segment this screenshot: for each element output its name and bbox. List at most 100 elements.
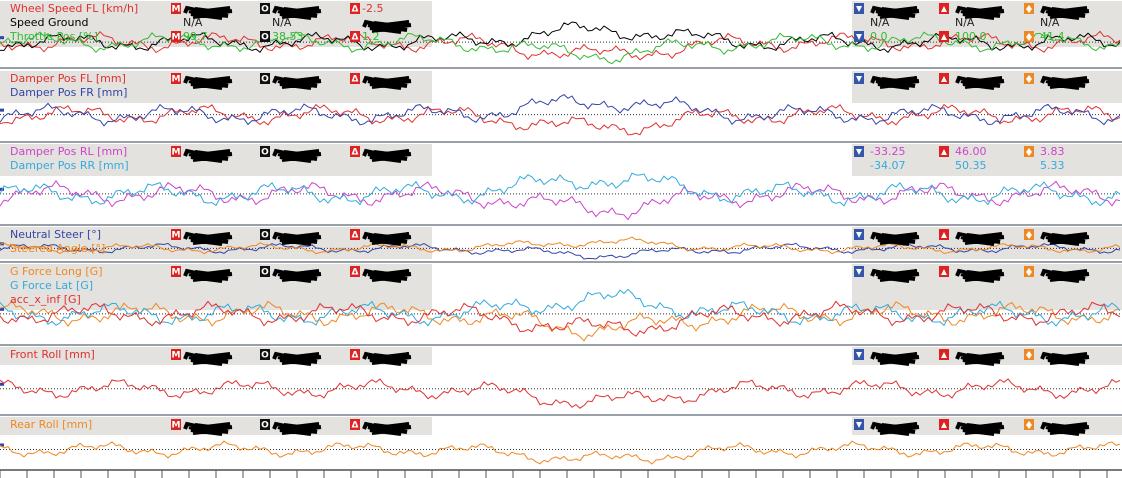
redaction-scribble [272,5,322,20]
redaction-scribble [183,5,233,20]
channel-name: Wheel Speed FL [km/h] [10,2,138,15]
marker-icon: O [261,268,269,278]
avg-icon [1026,148,1032,156]
marker-icon: M [172,33,181,43]
readout-value: N/A [870,16,890,29]
trace [0,21,1121,54]
redaction-scribble [955,351,1005,366]
avg-icon [1026,351,1032,359]
max-icon [941,269,947,275]
redaction-scribble [183,268,233,283]
trace [0,93,1121,127]
marker-icon: O [261,33,269,43]
redaction-scribble [1040,421,1090,436]
redaction-scribble [272,421,322,436]
redaction-scribble [955,5,1005,20]
trace [0,172,1121,207]
readout-value: 38.53 [272,30,304,43]
redaction-scribble [1040,351,1090,366]
readout-value: N/A [272,16,292,29]
readout-value: N/A [1040,16,1060,29]
readout-value: -2.5 [362,2,383,15]
redaction-scribble [955,421,1005,436]
marker-icon: M [172,421,181,431]
redaction-scribble [955,75,1005,90]
channel-name: Neutral Steer [°] [10,228,101,241]
marker-icon-bg [260,146,270,157]
marker-icon: O [261,148,269,158]
redaction-scribble [955,268,1005,283]
avg-icon [1026,421,1032,429]
channel-name: Rear Roll [mm] [10,418,92,431]
trace [0,440,1121,465]
redaction-scribble [183,421,233,436]
redaction-scribble [183,148,233,163]
redaction-scribble [272,231,322,246]
redaction-scribble [362,351,412,366]
channel-name: G Force Lat [G] [10,279,93,292]
readout-value: 5.33 [1040,159,1065,172]
max-icon [941,34,947,40]
readout-value: N/A [955,16,975,29]
channel-name: Steered Angle [°] [10,242,105,255]
marker-icon: M [172,351,181,361]
channel-name: acc_x_inf [G] [10,293,81,306]
min-icon [856,149,862,155]
min-icon [856,352,862,358]
trace [0,31,1121,65]
trace [0,30,1121,61]
readout-value: N/A [183,16,203,29]
redaction-scribble [362,231,412,246]
avg-icon [1026,75,1032,83]
marker-icon: Δ [352,268,359,278]
marker-icon: M [172,5,181,15]
marker-icon: M [172,148,181,158]
min-icon [856,6,862,12]
min-icon [856,422,862,428]
axis-marker [0,36,4,40]
axis-marker [0,443,4,447]
max-icon [941,6,947,12]
marker-icon-bg [260,73,270,84]
readout-value: 100.0 [955,30,987,43]
marker-icon-bg [171,3,181,14]
min-icon [856,76,862,82]
marker-icon-bg [350,419,360,430]
marker-icon: M [172,231,181,241]
marker-icon: O [261,351,269,361]
redaction-scribble [870,75,920,90]
max-icon [941,232,947,238]
readout-value: 99.7 [183,30,208,43]
redaction-scribble [870,351,920,366]
marker-icon-bg [350,349,360,360]
trace [0,300,1121,337]
marker-icon: O [261,5,269,15]
channel-name: G Force Long [G] [10,265,103,278]
trace [0,236,1121,255]
readout-value: -33.25 [870,145,905,158]
avg-icon [1026,268,1032,276]
readout-value: -34.07 [870,159,905,172]
marker-icon-bg [171,31,181,42]
marker-icon: Δ [352,231,359,241]
marker-icon: Δ [352,33,359,43]
channel-name: Throttle Pos [%] [9,30,98,43]
redaction-scribble [183,351,233,366]
marker-icon-bg [260,31,270,42]
redaction-scribble [870,231,920,246]
channel-name: Damper Pos RL [mm] [10,145,127,158]
redaction-scribble [955,231,1005,246]
redaction-scribble [183,231,233,246]
readout-value: 3.83 [1040,145,1065,158]
trace [0,288,1121,327]
marker-icon: O [261,75,269,85]
readout-value: 0.0 [870,30,888,43]
marker-icon-bg [350,229,360,240]
legend-box-right [852,144,1122,176]
marker-icon-bg [350,266,360,277]
min-icon [856,269,862,275]
marker-icon-bg [171,73,181,84]
marker-icon-bg [260,419,270,430]
axis-marker [0,108,4,112]
